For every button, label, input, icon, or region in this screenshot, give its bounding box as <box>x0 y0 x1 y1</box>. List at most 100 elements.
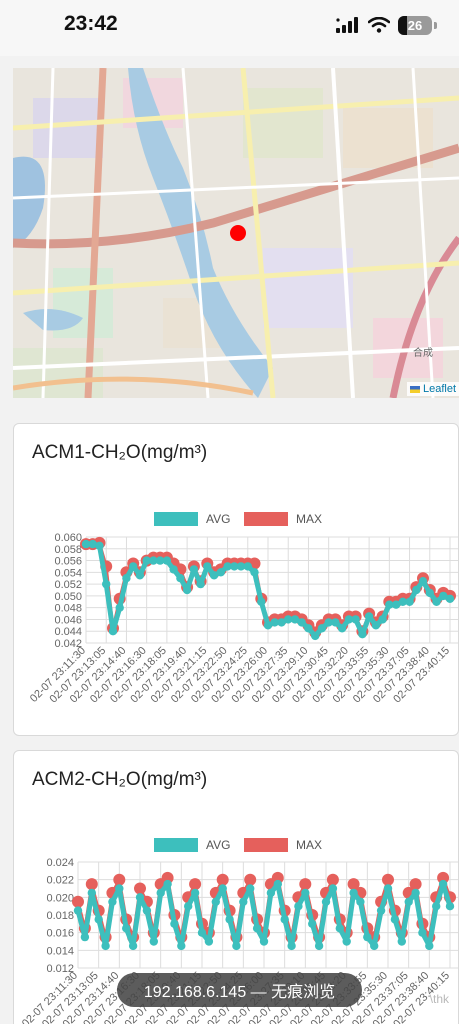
data-point-avg[interactable] <box>418 928 427 937</box>
location-marker[interactable] <box>230 225 246 241</box>
data-point-avg[interactable] <box>250 568 259 577</box>
data-point-max[interactable] <box>161 871 174 884</box>
data-point-avg[interactable] <box>73 906 83 915</box>
data-point-avg[interactable] <box>129 562 138 571</box>
data-point-avg[interactable] <box>239 897 248 906</box>
data-point-avg[interactable] <box>331 618 340 627</box>
data-point-avg[interactable] <box>370 941 379 951</box>
data-point-avg[interactable] <box>142 556 151 565</box>
data-point-avg[interactable] <box>216 568 225 577</box>
data-point-avg[interactable] <box>277 618 286 627</box>
data-point-avg[interactable] <box>358 630 367 639</box>
data-point-avg[interactable] <box>445 902 455 911</box>
data-point-avg[interactable] <box>301 888 310 898</box>
data-point-max[interactable] <box>326 873 339 886</box>
data-point-avg[interactable] <box>376 906 386 915</box>
data-point-max[interactable] <box>437 871 450 884</box>
data-point-avg[interactable] <box>197 928 207 937</box>
data-point-avg[interactable] <box>149 556 158 565</box>
data-point-avg[interactable] <box>364 612 374 621</box>
data-point-max[interactable] <box>189 878 202 891</box>
data-point-avg[interactable] <box>176 574 185 583</box>
data-point-avg[interactable] <box>284 615 293 624</box>
data-point-avg[interactable] <box>80 932 90 942</box>
data-point-avg[interactable] <box>432 902 441 911</box>
data-point-avg[interactable] <box>177 941 186 951</box>
data-point-max[interactable] <box>347 878 360 891</box>
data-point-max[interactable] <box>409 878 422 891</box>
data-point-avg[interactable] <box>356 897 365 906</box>
legend-swatch-avg[interactable] <box>154 512 198 526</box>
legend-label-avg[interactable]: AVG <box>206 512 230 526</box>
data-point-max[interactable] <box>244 873 257 886</box>
data-point-avg[interactable] <box>170 919 179 928</box>
data-point-avg[interactable] <box>211 897 220 906</box>
data-point-avg[interactable] <box>122 924 131 933</box>
data-point-avg[interactable] <box>371 621 381 630</box>
legend-swatch-max[interactable] <box>244 838 288 852</box>
data-point-avg[interactable] <box>273 879 282 889</box>
data-point-avg[interactable] <box>156 888 165 898</box>
data-point-avg[interactable] <box>204 937 214 946</box>
data-point-avg[interactable] <box>287 941 296 951</box>
data-point-avg[interactable] <box>337 624 347 633</box>
data-point-avg[interactable] <box>155 556 165 565</box>
data-point-avg[interactable] <box>149 937 158 946</box>
data-point-avg[interactable] <box>328 884 338 893</box>
data-point-max[interactable] <box>85 878 98 891</box>
legend-swatch-max[interactable] <box>244 512 288 526</box>
data-point-avg[interactable] <box>182 585 192 595</box>
url-pill[interactable]: 192.168.6.145 — 无痕浏览 <box>117 973 362 1007</box>
data-point-avg[interactable] <box>308 919 317 928</box>
data-point-avg[interactable] <box>297 618 306 627</box>
data-point-avg[interactable] <box>385 600 394 609</box>
data-point-avg[interactable] <box>184 902 193 911</box>
legend-swatch-avg[interactable] <box>154 838 198 852</box>
data-point-avg[interactable] <box>314 941 324 951</box>
data-point-avg[interactable] <box>122 574 131 583</box>
data-point-max[interactable] <box>382 873 394 886</box>
data-point-avg[interactable] <box>363 932 372 942</box>
data-point-avg[interactable] <box>397 937 406 946</box>
data-point-avg[interactable] <box>411 888 420 898</box>
data-point-avg[interactable] <box>405 597 414 606</box>
data-point-avg[interactable] <box>142 906 152 915</box>
data-point-avg[interactable] <box>95 541 104 550</box>
acm1-line-chart[interactable]: AVG MAX0.0600.0580.0560.0540.0520.0500.04… <box>14 424 459 736</box>
data-point-avg[interactable] <box>163 879 172 889</box>
data-point-max[interactable] <box>72 895 84 908</box>
data-point-avg[interactable] <box>243 562 252 571</box>
data-point-avg[interactable] <box>88 539 97 549</box>
attribution-link[interactable]: Leaflet <box>422 383 456 395</box>
data-point-avg[interactable] <box>225 915 234 924</box>
data-point-avg[interactable] <box>344 615 354 624</box>
data-point-avg[interactable] <box>412 585 421 595</box>
data-point-avg[interactable] <box>223 562 232 571</box>
data-point-avg[interactable] <box>108 897 117 906</box>
data-point-max[interactable] <box>113 873 126 886</box>
data-point-avg[interactable] <box>425 941 434 951</box>
data-point-avg[interactable] <box>418 577 428 586</box>
data-point-avg[interactable] <box>390 915 400 924</box>
data-point-avg[interactable] <box>108 627 118 636</box>
data-point-avg[interactable] <box>162 556 172 565</box>
data-point-avg[interactable] <box>349 888 358 898</box>
map-view[interactable]: 合成 Leaflet <box>13 68 459 398</box>
data-point-avg[interactable] <box>266 888 276 898</box>
data-point-avg[interactable] <box>232 941 241 951</box>
data-point-avg[interactable] <box>270 618 279 627</box>
data-point-avg[interactable] <box>351 615 360 624</box>
legend-label-avg[interactable]: AVG <box>206 838 230 852</box>
data-point-avg[interactable] <box>317 624 327 633</box>
data-point-avg[interactable] <box>432 597 441 606</box>
data-point-avg[interactable] <box>94 915 103 924</box>
data-point-max[interactable] <box>271 871 284 884</box>
data-point-avg[interactable] <box>280 915 289 924</box>
legend-label-max[interactable]: MAX <box>296 512 322 526</box>
data-point-avg[interactable] <box>203 562 212 571</box>
data-point-avg[interactable] <box>383 884 393 893</box>
data-point-avg[interactable] <box>236 562 246 571</box>
data-point-avg[interactable] <box>189 565 199 574</box>
data-point-avg[interactable] <box>218 884 227 893</box>
data-point-avg[interactable] <box>378 615 387 624</box>
